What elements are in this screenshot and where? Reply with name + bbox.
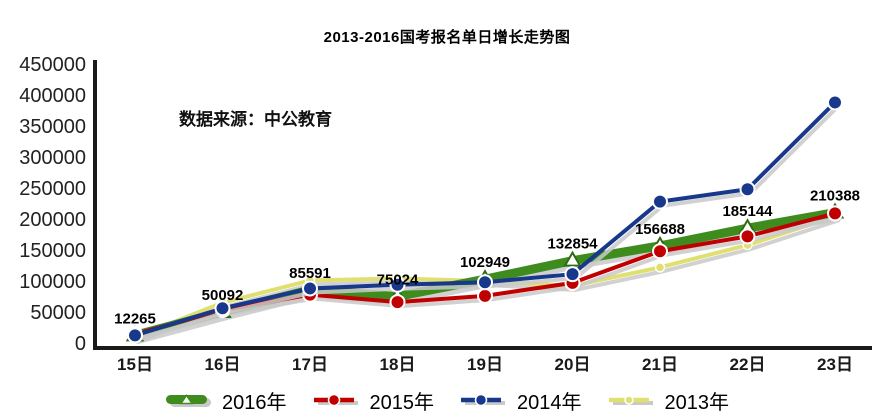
legend-item-2013: 2013年: [608, 386, 730, 415]
y-tick-label: 250000: [19, 178, 86, 200]
x-tick-label: 17日: [292, 355, 328, 374]
x-tick-label: 23日: [817, 355, 853, 374]
y-tick-label: 200000: [19, 209, 86, 231]
data-point-marker: [652, 193, 668, 210]
data-point-marker: [389, 294, 406, 311]
data-label: 185144: [722, 203, 773, 220]
legend-label: 2016年: [222, 391, 287, 414]
legend-label: 2013年: [664, 391, 730, 414]
x-tick-label: 21日: [642, 355, 678, 374]
data-point-marker: [302, 280, 318, 297]
data-label: 12265: [114, 310, 156, 327]
data-point-marker: [827, 205, 843, 222]
y-tick-label: 100000: [19, 271, 86, 293]
legend-marker-2015: [313, 392, 361, 409]
x-tick-label: 15日: [117, 355, 153, 374]
data-label: 156688: [635, 221, 685, 238]
y-tick-label: 400000: [19, 85, 86, 107]
data-point-marker: [477, 287, 493, 304]
x-tick-label: 20日: [555, 355, 591, 374]
chart-legend: 2016年 2015年 2014年 2013年: [0, 386, 894, 414]
x-tick-label: 18日: [380, 355, 416, 374]
chart-title: 2013-2016国考报名单日增长走势图: [323, 29, 571, 46]
data-label: 102949: [460, 254, 510, 271]
trend-chart: 0 50000 100000 150000 200000 250000 300000 3500…: [19, 54, 872, 374]
data-point-marker: [389, 276, 406, 293]
data-point-marker: [652, 243, 668, 260]
x-tick-label: 22日: [730, 355, 766, 374]
data-point-marker: [127, 327, 143, 344]
data-label: 210388: [810, 188, 860, 205]
y-tick-label: 50000: [30, 302, 86, 324]
data-point-marker: [477, 274, 493, 291]
data-point-marker: [739, 181, 756, 198]
legend-label: 2014年: [517, 391, 582, 414]
data-point-marker: [214, 300, 231, 317]
legend-marker-2016: [165, 392, 213, 409]
y-tick-label: 150000: [19, 240, 86, 262]
legend-item-2014: 2014年: [460, 386, 582, 415]
data-label: 85591: [289, 265, 331, 282]
y-tick-label: 300000: [19, 147, 86, 169]
data-point-marker: [654, 262, 666, 273]
x-tick-label: 16日: [205, 355, 241, 374]
data-label: 50092: [202, 287, 244, 304]
data-point-marker: [739, 228, 756, 245]
legend-label: 2015年: [369, 391, 435, 414]
data-source-note: 数据来源：中公教育: [179, 110, 332, 129]
series-2014年: [127, 94, 843, 344]
data-point-marker: [564, 266, 581, 283]
legend-marker-2013: [608, 392, 656, 409]
y-tick-label: 450000: [19, 54, 86, 76]
legend-item-2015: 2015年: [313, 386, 435, 415]
y-tick-label: 350000: [19, 116, 86, 138]
series-2016年: [125, 202, 845, 344]
legend-marker-2014: [460, 392, 508, 409]
data-point-marker: [827, 94, 843, 111]
x-tick-label: 19日: [467, 355, 503, 374]
data-label: 132854: [547, 236, 598, 253]
data-point-marker: [563, 250, 582, 267]
legend-item-2016: 2016年: [165, 386, 287, 415]
y-tick-label: 0: [75, 333, 86, 355]
data-label: 75024: [377, 271, 419, 288]
